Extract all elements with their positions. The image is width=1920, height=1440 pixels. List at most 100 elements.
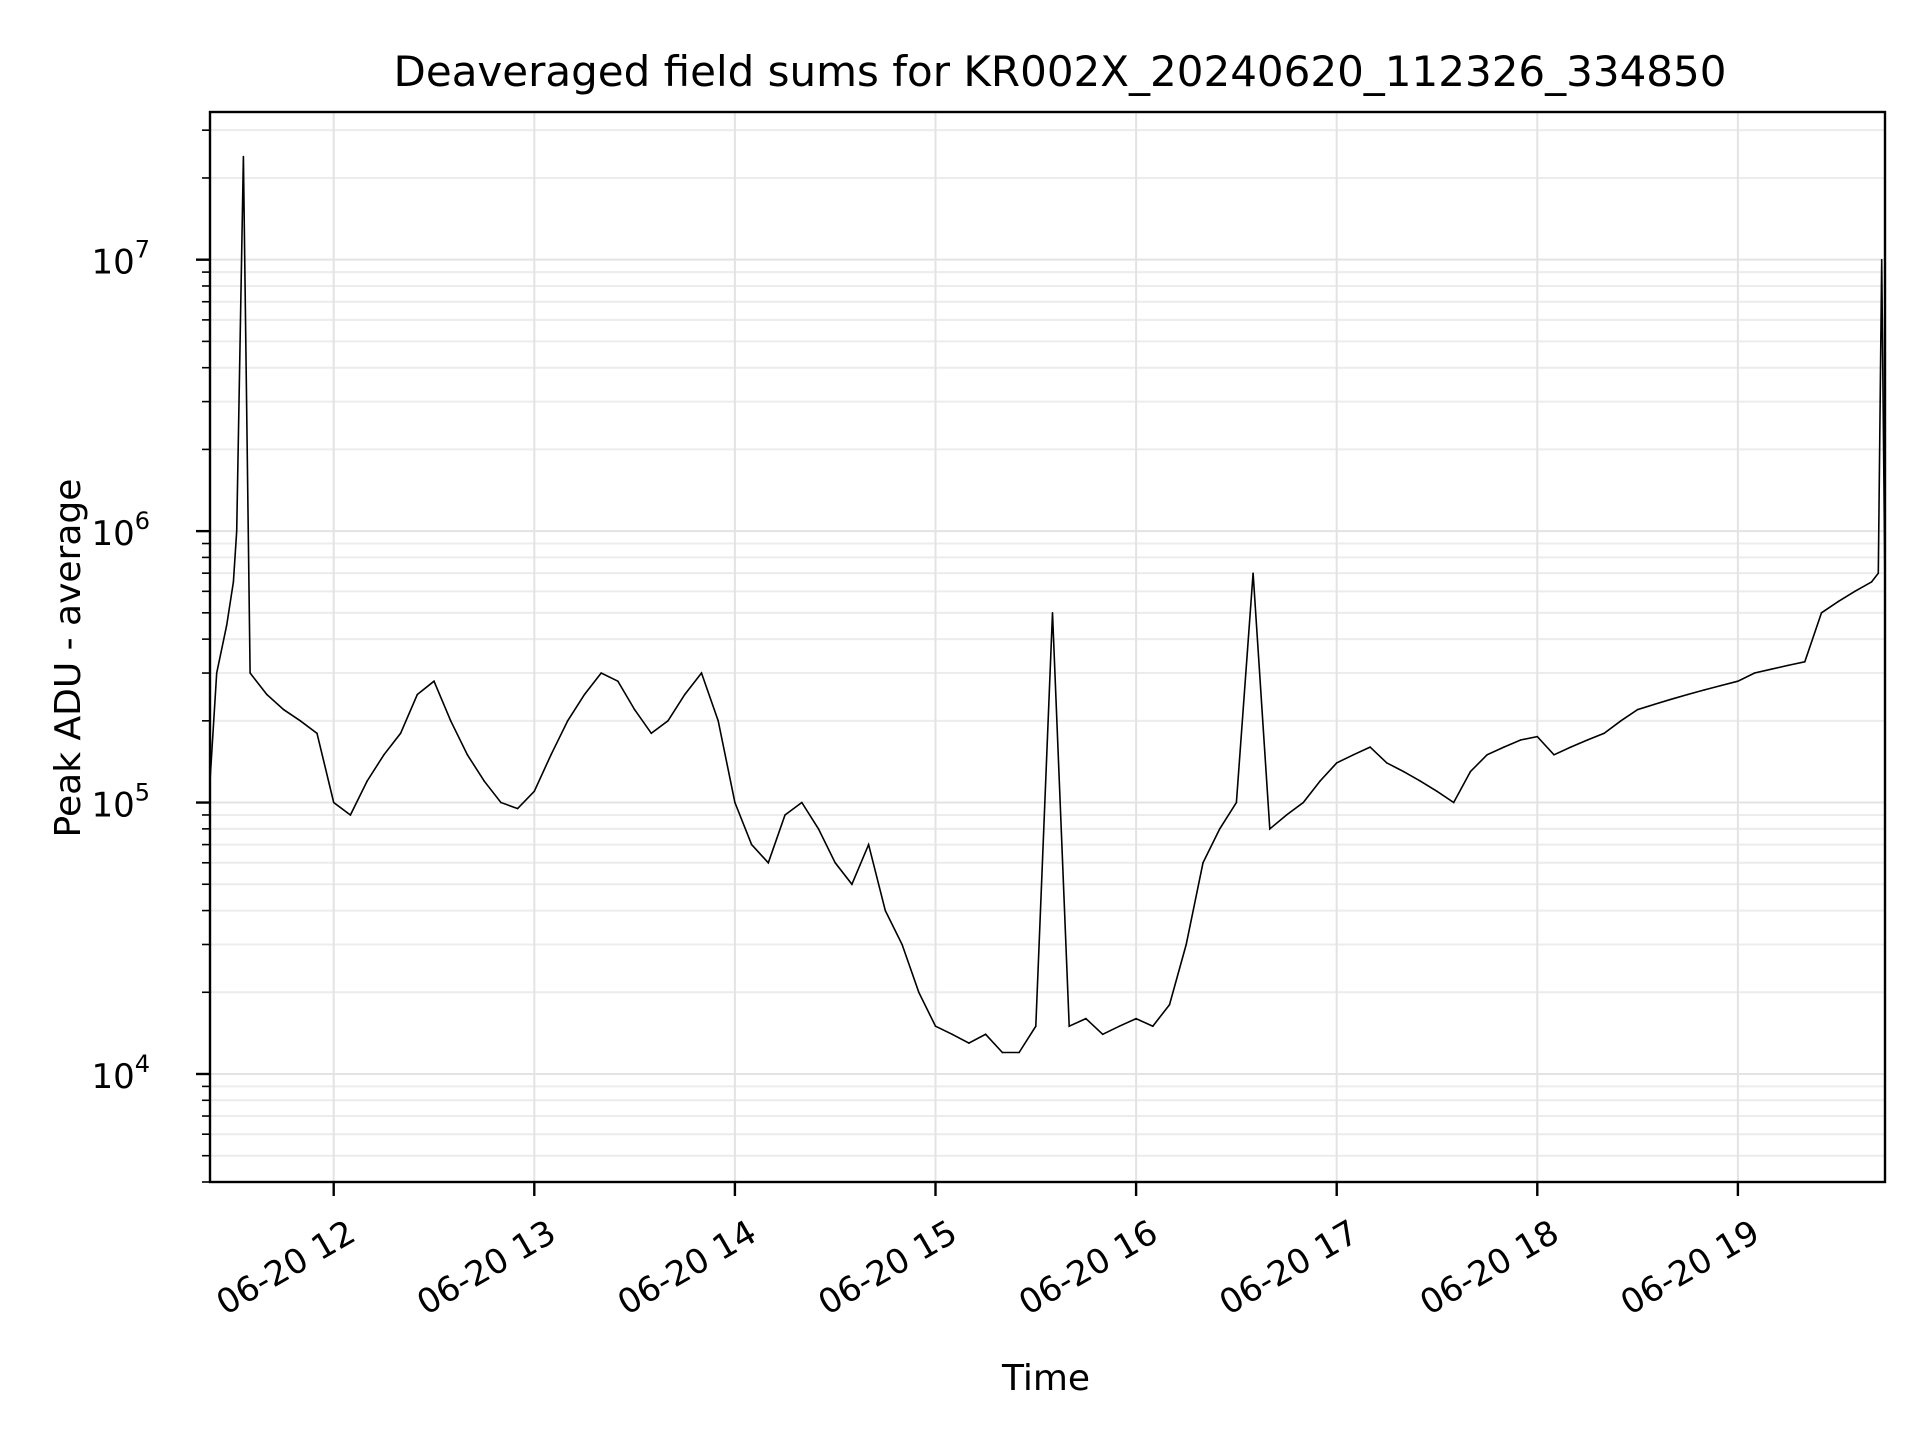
data-point	[433, 680, 435, 682]
y-tick-label: 107	[91, 236, 150, 283]
data-point	[1369, 746, 1371, 748]
data-point	[717, 720, 719, 722]
data-point	[984, 1033, 987, 1036]
data-point	[225, 624, 228, 626]
data-point	[650, 732, 653, 735]
data-point	[1402, 770, 1405, 773]
ticks: 104 105 106 107 06-20 12 06-20 13 06-20 14 06-2…	[91, 129, 1766, 1324]
data-point	[1486, 754, 1488, 756]
series-line	[209, 156, 1886, 1054]
data-point	[1519, 739, 1522, 741]
chart-title: Deaveraged field sums for KR002X_2024062…	[394, 47, 1727, 96]
data-point	[1235, 801, 1238, 804]
plot-frame	[208, 110, 1887, 1184]
data-point	[1302, 801, 1305, 804]
data-point	[1620, 720, 1622, 722]
data-point	[1218, 828, 1221, 830]
data-point	[1703, 689, 1706, 691]
data-point	[583, 693, 586, 696]
data-point	[1804, 661, 1806, 663]
data-point	[349, 814, 352, 816]
data-point	[399, 732, 402, 735]
x-tick-label: 06-20 15	[812, 1212, 964, 1323]
x-tick-label: 06-20 17	[1213, 1212, 1365, 1323]
data-point	[332, 801, 335, 804]
data-point	[667, 720, 669, 722]
data-point	[1436, 790, 1438, 793]
data-point	[1870, 581, 1873, 583]
data-point	[1837, 600, 1839, 603]
data-point	[215, 672, 218, 674]
x-axis-label: Time	[1001, 1358, 1090, 1399]
data-point	[1469, 770, 1472, 773]
x-tick-label: 06-20 13	[410, 1212, 562, 1323]
data-point	[750, 843, 753, 846]
data-point	[600, 672, 602, 674]
data-point	[1352, 754, 1355, 756]
data-point	[299, 720, 302, 722]
data-point	[1603, 732, 1605, 735]
x-tick-label: 06-20 12	[210, 1212, 362, 1323]
data-layer	[209, 155, 1886, 1054]
data-point	[1452, 801, 1455, 804]
y-tick-label: 105	[91, 779, 150, 826]
data-point	[1001, 1051, 1004, 1054]
data-point	[834, 862, 836, 864]
data-point	[533, 790, 536, 793]
data-point	[801, 801, 803, 804]
data-point	[1319, 780, 1321, 782]
data-point	[1880, 258, 1883, 261]
data-point	[1820, 612, 1823, 614]
data-point	[1101, 1033, 1104, 1036]
data-point	[1586, 739, 1589, 741]
y-axis-label: Peak ADU - average	[48, 479, 89, 838]
data-point	[1269, 828, 1271, 830]
data-point	[1068, 1025, 1070, 1027]
data-point	[1152, 1025, 1154, 1027]
data-point	[383, 754, 385, 756]
data-point	[1787, 664, 1789, 667]
grid	[210, 112, 1885, 1183]
data-point	[934, 1025, 937, 1027]
data-point	[700, 672, 703, 674]
data-point	[1185, 943, 1187, 946]
data-point	[1118, 1025, 1121, 1027]
data-point	[1653, 703, 1656, 706]
data-point	[1737, 680, 1739, 682]
data-point	[1854, 590, 1856, 593]
data-point	[316, 732, 318, 735]
data-point	[1386, 762, 1388, 764]
x-tick-label: 06-20 16	[1012, 1212, 1164, 1323]
data-point	[901, 943, 903, 946]
data-point	[1636, 708, 1639, 711]
data-point	[483, 780, 486, 782]
data-point	[867, 843, 870, 846]
data-point	[1168, 1003, 1171, 1006]
data-point	[1770, 668, 1773, 670]
data-point	[232, 581, 235, 583]
data-point	[1670, 698, 1672, 701]
x-tick-label: 06-20 14	[611, 1212, 763, 1323]
y-tick-label: 106	[91, 507, 150, 554]
x-tick-label: 06-20 18	[1413, 1212, 1565, 1323]
data-point	[918, 991, 920, 994]
data-point	[1536, 735, 1539, 738]
data-point	[968, 1042, 970, 1044]
data-point	[884, 909, 887, 912]
data-point	[1202, 862, 1204, 864]
data-point	[1252, 572, 1254, 574]
data-point	[784, 814, 786, 816]
data-point	[1419, 780, 1422, 782]
data-point	[516, 807, 519, 810]
y-tick-label: 104	[91, 1050, 150, 1097]
data-point	[242, 155, 245, 158]
data-point	[366, 780, 368, 782]
data-point	[951, 1033, 953, 1036]
data-point	[1569, 746, 1572, 748]
x-tick-label: 06-20 19	[1614, 1212, 1766, 1323]
data-point	[1335, 762, 1338, 764]
data-point	[734, 801, 736, 804]
data-point	[684, 693, 686, 696]
data-point	[617, 680, 619, 682]
